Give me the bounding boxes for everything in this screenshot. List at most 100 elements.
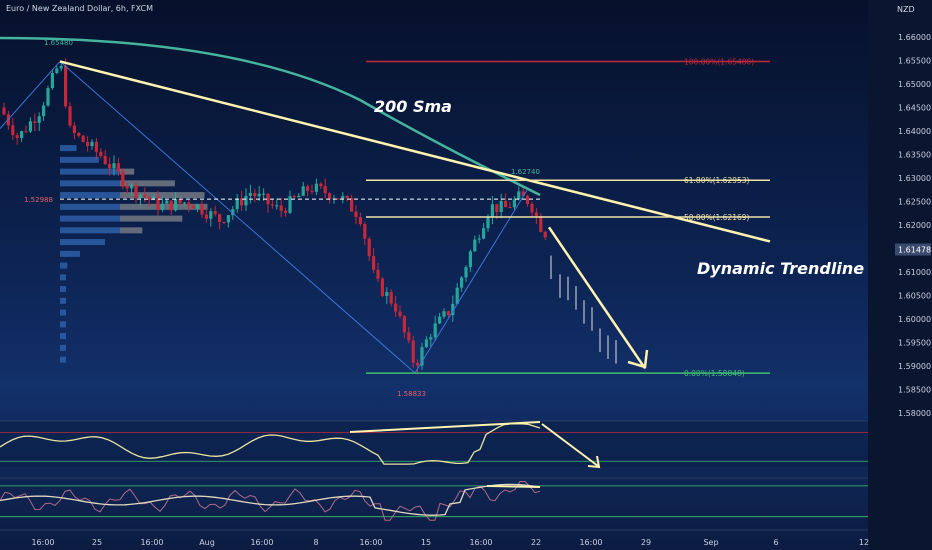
candle-body [455, 287, 459, 304]
last-price-label: 1.61478 [898, 246, 931, 255]
candle-body [411, 340, 415, 363]
candle-body [279, 205, 283, 211]
candle-body [226, 215, 230, 223]
last-price-box [895, 243, 931, 256]
candle-body [345, 196, 349, 198]
candle-body [372, 256, 376, 270]
candle-body [350, 197, 354, 212]
candle-body [328, 193, 332, 200]
candle-body [288, 196, 292, 213]
candle-body [213, 211, 217, 215]
volume-profile-bar [60, 356, 66, 363]
price-tick-label: 1.59000 [898, 362, 931, 371]
candle-body [248, 192, 252, 196]
candle-body [394, 303, 398, 312]
candle-body [512, 199, 516, 208]
time-tick-label: 16:00 [579, 538, 602, 547]
candle-body [363, 223, 367, 239]
price-tick-label: 1.61000 [898, 268, 931, 277]
price-tick-label: 1.63000 [898, 174, 931, 183]
volume-profile-bar [60, 156, 99, 163]
candle-body [20, 131, 24, 138]
volume-profile-bar [60, 309, 66, 316]
candle-body [90, 141, 94, 147]
volume-profile-bar [60, 297, 66, 304]
volume-profile-bar [60, 250, 80, 257]
candle-body [539, 216, 543, 232]
candle-body [218, 214, 222, 223]
price-tick-label: 1.59500 [898, 339, 931, 348]
candle-body [244, 195, 248, 206]
candle-body [253, 192, 257, 197]
candle-body [460, 277, 464, 288]
candle-body [517, 191, 521, 200]
candle-body [521, 191, 525, 196]
candle-body [147, 197, 151, 200]
oscillator1-bg [0, 421, 868, 467]
candle-body [433, 323, 437, 338]
poc-label: 1.52988 [24, 196, 53, 204]
candle-body [174, 199, 178, 211]
dynamic-trendline [59, 60, 771, 243]
volume-profile-bar-gray [120, 180, 175, 187]
candle-body [209, 211, 213, 219]
volume-profile-bar [60, 333, 66, 340]
volume-profile [60, 145, 208, 363]
projection-arrow [547, 226, 647, 370]
price-tick-label: 1.66000 [898, 33, 931, 42]
channel-line [59, 61, 416, 374]
candle-body [169, 200, 173, 211]
time-tick-label: 8 [313, 538, 318, 547]
volume-profile-bar-gray [120, 192, 205, 199]
candle-body [134, 185, 138, 199]
price-tick-label: 1.64500 [898, 104, 931, 113]
volume-profile-bar [60, 262, 68, 269]
volume-profile-bar [60, 321, 66, 328]
osc1-line [0, 423, 541, 465]
candle-body [534, 212, 538, 217]
candle-body [310, 190, 314, 192]
candle-body [451, 303, 455, 316]
candle-body [240, 198, 244, 206]
candle-body [504, 200, 508, 208]
candle-body [319, 183, 323, 187]
fib-level-label: 50.00%(1.62169) [684, 213, 750, 222]
osc1-divergence-line [349, 421, 541, 433]
candle-body [143, 194, 147, 198]
candle-body [178, 199, 182, 204]
candle-body [11, 125, 15, 136]
candle-body [204, 214, 208, 219]
candle-body [482, 228, 486, 239]
candle-body [270, 204, 274, 206]
osc1-arrowhead [587, 455, 601, 469]
candle-body [262, 193, 266, 195]
candle-body [108, 163, 112, 169]
candle-body [235, 198, 239, 210]
candle-body [477, 238, 481, 240]
candle-body [297, 195, 301, 198]
volume-profile-bar [60, 344, 66, 351]
candle-body [398, 311, 402, 317]
time-tick-label: 16:00 [140, 538, 163, 547]
volume-profile-bar [60, 227, 120, 234]
candle-body [191, 205, 195, 209]
fib-level-label: 100.00%(1.65480) [684, 57, 754, 66]
candle-body [46, 88, 50, 106]
candle-body [138, 194, 142, 199]
candle-body [200, 204, 204, 215]
price-tick-label: 1.65000 [898, 80, 931, 89]
candle-body [385, 292, 389, 296]
price-axis-bg [868, 0, 932, 550]
candle-body [50, 72, 54, 89]
candle-body [526, 195, 530, 204]
osc1-arrow [541, 423, 599, 467]
candle-body [130, 185, 134, 189]
candle-body [442, 311, 446, 317]
time-tick-label: 6 [773, 538, 778, 547]
candle-body [402, 316, 406, 333]
candle-body [112, 163, 116, 169]
candle-body [165, 200, 169, 204]
peak-price-label: 1.65480 [44, 39, 73, 47]
candle-body [354, 211, 358, 218]
